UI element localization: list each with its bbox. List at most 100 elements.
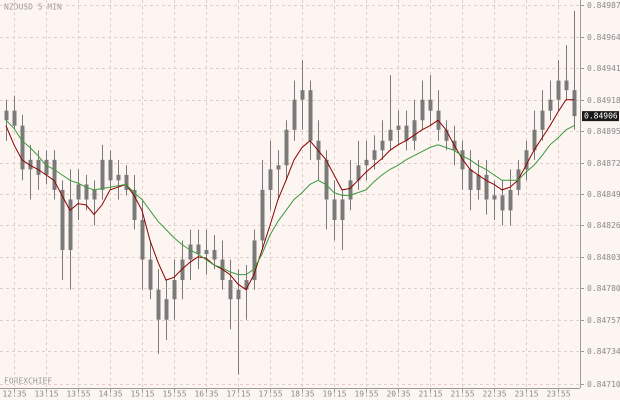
x-tick-label: 13:55 [66, 390, 90, 399]
x-tick-label: 16:35 [194, 390, 218, 399]
candle-body [364, 159, 369, 166]
candle-body [204, 250, 209, 255]
candle-body [292, 99, 297, 130]
candle-body [100, 159, 105, 190]
candle-body [188, 244, 193, 260]
candle-body [116, 174, 121, 181]
candle-body [252, 240, 257, 281]
candle-body [476, 174, 481, 190]
candle-body [148, 259, 153, 290]
candle-body [484, 174, 489, 200]
candle-body [380, 140, 385, 151]
y-tick-label: 0.84895 [587, 127, 620, 136]
x-tick-label: 13:15 [34, 390, 58, 399]
candle-body [212, 250, 217, 260]
x-tick-label: 19:55 [354, 390, 378, 399]
x-tick-label: 12:35 [2, 390, 26, 399]
candle-body [332, 199, 337, 220]
x-tick-label: 17:55 [258, 390, 282, 399]
candle-body [180, 259, 185, 281]
candle-body [228, 280, 233, 300]
candle-body [76, 184, 81, 200]
candle-body [84, 184, 89, 200]
x-tick-label: 18:35 [290, 390, 314, 399]
candle-body [236, 289, 241, 300]
y-tick-label: 0.84941 [587, 64, 620, 73]
candle-body [276, 165, 281, 170]
candle-body [92, 189, 97, 200]
x-tick-label: 15:15 [130, 390, 154, 399]
candle-body [428, 99, 433, 111]
candle-body [4, 110, 9, 121]
candle-body [244, 280, 249, 290]
candle-body [492, 195, 497, 200]
candle-body [268, 169, 273, 190]
candle-body [68, 199, 73, 251]
candle-body [52, 159, 57, 190]
last-price-box [582, 111, 619, 122]
x-tick-label: 15:55 [162, 390, 186, 399]
candle-body [20, 125, 25, 170]
y-tick-label: 0.84849 [587, 190, 620, 199]
x-tick-label: 22:35 [482, 390, 506, 399]
indicator-line [5, 119, 575, 276]
y-tick-label: 0.84964 [587, 33, 620, 42]
watermark: FOREXCHIEF [4, 377, 52, 386]
candle-body [508, 189, 513, 211]
candle-body [156, 289, 161, 320]
last-price-label: 0.84906 [584, 112, 618, 121]
candle-body [468, 169, 473, 190]
candle-body [532, 129, 537, 151]
candle-body [60, 189, 65, 251]
candle-body [420, 99, 425, 121]
candle-body [356, 165, 361, 181]
x-tick-label: 21:55 [450, 390, 474, 399]
candle-body [28, 159, 33, 170]
candle-body [348, 180, 353, 200]
y-tick-label: 0.84757 [587, 316, 620, 325]
candle-body [124, 174, 129, 190]
y-tick-label: 0.84710 [587, 380, 620, 389]
x-tick-label: 19:15 [322, 390, 346, 399]
candle-body [388, 129, 393, 141]
candle-body [300, 90, 305, 100]
candle-body [196, 244, 201, 255]
y-tick-label: 0.84780 [587, 284, 620, 293]
y-tick-label: 0.84872 [587, 159, 620, 168]
y-tick-label: 0.84734 [587, 347, 620, 356]
indicator-line [5, 99, 574, 291]
candle-body [540, 110, 545, 130]
candle-body [412, 120, 417, 141]
candle-body [308, 90, 313, 141]
candle-body [500, 195, 505, 211]
candle-body [524, 150, 529, 170]
x-tick-label: 20:35 [386, 390, 410, 399]
candle-body [372, 150, 377, 160]
x-tick-label: 23:55 [546, 390, 570, 399]
x-tick-label: 17:15 [226, 390, 250, 399]
candle-body [548, 99, 553, 111]
y-tick-label: 0.84918 [587, 96, 620, 105]
chart-title: NZDUSD 5 MIN [4, 3, 62, 12]
candle-body [324, 159, 329, 200]
candle-body [164, 299, 169, 320]
candle-body [140, 219, 145, 260]
candle-body [172, 280, 177, 300]
candle-body [132, 189, 137, 220]
x-tick-label: 14:35 [98, 390, 122, 399]
y-tick-label: 0.84803 [587, 253, 620, 262]
candle-body [36, 159, 41, 175]
candle-body [444, 129, 449, 141]
candle-body [572, 90, 577, 117]
candle-body [284, 129, 289, 166]
y-tick-label: 0.84826 [587, 221, 620, 230]
candle-body [340, 199, 345, 220]
candle-body [556, 80, 561, 100]
candle-body [44, 159, 49, 175]
candle-body [260, 189, 265, 241]
candle-body [564, 80, 569, 91]
y-tick-label: 0.84987 [587, 1, 620, 10]
candle-body [108, 159, 113, 181]
